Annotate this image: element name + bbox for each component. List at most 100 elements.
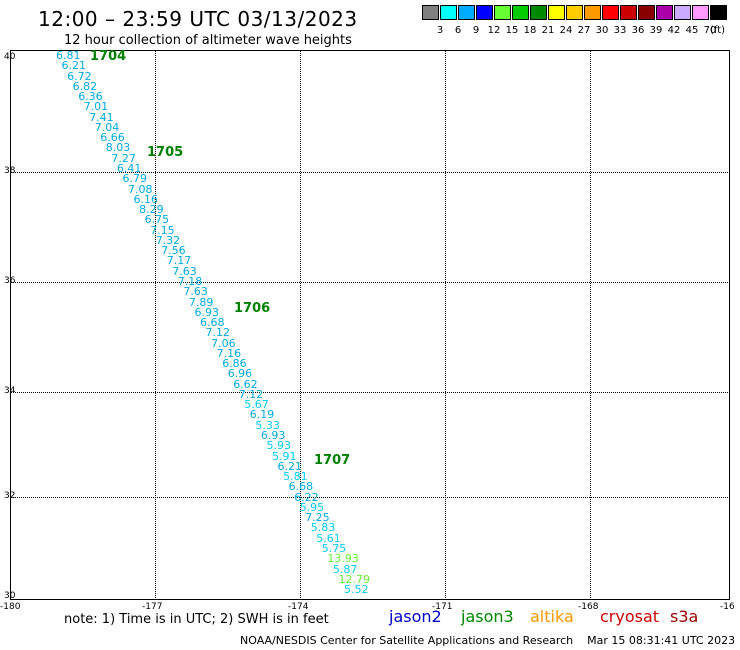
wave-height-reading: 7.17 <box>166 254 192 268</box>
lon-label: -168 <box>578 602 599 612</box>
wave-height-reading: 5.67 <box>244 398 269 412</box>
scale-swatch <box>530 5 547 20</box>
scale-label: 42 <box>667 25 681 36</box>
wave-height-reading: 7.12 <box>238 387 264 401</box>
map-frame <box>10 50 730 600</box>
wave-height-reading: 5.61 <box>316 531 341 545</box>
wave-height-reading: 5.83 <box>310 521 336 535</box>
wave-height-reading: 6.41 <box>116 162 142 175</box>
scale-label: 27 <box>577 25 591 36</box>
scale-label: 9 <box>472 25 480 36</box>
wave-height-reading: 7.04 <box>94 120 120 134</box>
lat-label: 38 <box>4 166 16 176</box>
wave-height-reading: 6.68 <box>288 480 314 494</box>
lon-label: -177 <box>142 602 163 612</box>
scale-label: 36 <box>631 25 645 36</box>
wave-height-reading: 7.06 <box>211 336 236 350</box>
scale-label: 24 <box>559 25 573 36</box>
wave-height-reading: 8.03 <box>105 141 131 155</box>
wave-height-reading: 7.08 <box>128 182 153 196</box>
gridline-lat-36 <box>10 282 730 283</box>
scale-label: 15 <box>505 25 519 36</box>
wave-height-reading: 13.93 <box>327 552 359 566</box>
wave-height-reading: 6.79 <box>122 172 148 186</box>
scale-label: 18 <box>523 25 537 36</box>
lat-label: 34 <box>4 386 16 396</box>
wave-height-reading: 7.01 <box>83 100 109 114</box>
scale-swatch <box>620 5 637 20</box>
wave-height-reading: 7.18 <box>177 274 203 288</box>
scale-label: 21 <box>541 25 555 36</box>
satellite-s3a: s3a <box>670 607 699 626</box>
scale-swatch <box>458 5 475 20</box>
wave-height-reading: 5.33 <box>255 418 280 432</box>
scale-swatch <box>440 5 457 20</box>
wave-height-reading: 6.86 <box>222 357 247 371</box>
lat-label: 36 <box>4 276 16 286</box>
wave-height-reading: 5.93 <box>266 439 292 453</box>
wave-height-reading: 5.95 <box>299 500 325 514</box>
units-note: note: 1) Time is in UTC; 2) SWH is in fe… <box>64 612 329 627</box>
scale-swatch <box>692 5 709 20</box>
wave-height-reading: 6.19 <box>249 408 275 422</box>
wave-height-reading: 6.96 <box>227 367 253 381</box>
footer-credit: NOAA/NESDIS Center for Satellite Applica… <box>240 634 735 647</box>
gridline-lon-171 <box>445 50 446 600</box>
wave-height-reading: 7.27 <box>111 151 136 165</box>
wave-height-reading: 7.32 <box>155 233 181 247</box>
wave-height-reading: 6.72 <box>67 69 92 83</box>
lat-label: 40 <box>4 52 16 62</box>
gridline-lat-38 <box>10 172 730 173</box>
scale-label: 12 <box>487 25 501 36</box>
wave-height-reading: 6.82 <box>72 79 98 93</box>
lon-label: -171 <box>432 602 453 612</box>
scale-swatch <box>476 5 493 20</box>
generated-timestamp: Mar 15 08:31:41 UTC 2023 <box>587 634 736 647</box>
scale-unit: (ft) <box>710 25 726 36</box>
scale-swatch <box>674 5 691 20</box>
time-mark-1704: 1704 <box>90 49 127 64</box>
wave-height-reading: 5.52 <box>344 583 369 596</box>
wave-height-reading: 7.16 <box>216 346 242 360</box>
satellite-cryosat: cryosat <box>600 607 660 626</box>
scale-label: 33 <box>613 25 627 36</box>
scale-swatch <box>584 5 601 20</box>
wave-height-reading: 7.89 <box>188 295 214 309</box>
scale-label: 3 <box>436 25 444 36</box>
wave-height-reading: 5.75 <box>321 541 347 555</box>
wave-height-reading: 7.25 <box>305 511 330 525</box>
wave-height-reading: 6.22 <box>294 490 319 504</box>
time-mark-1706: 1706 <box>234 301 271 316</box>
wave-height-reading: 6.21 <box>61 59 87 73</box>
scale-swatch <box>548 5 565 20</box>
wave-height-reading: 6.62 <box>233 377 258 391</box>
scale-swatch <box>710 5 727 20</box>
scale-swatch <box>656 5 673 20</box>
wave-height-reading: 6.81 <box>56 49 81 62</box>
scale-swatch <box>638 5 655 20</box>
scale-swatch <box>566 5 583 20</box>
wave-height-reading: 8.29 <box>139 203 164 216</box>
wave-height-reading: 6.68 <box>200 316 225 329</box>
scale-swatch <box>512 5 529 20</box>
wave-height-reading: 7.41 <box>89 110 114 124</box>
gridline-lon-168 <box>590 50 591 600</box>
lat-label: 32 <box>4 491 16 501</box>
wave-height-reading: 6.93 <box>260 429 286 442</box>
lon-label: -16 <box>720 602 735 612</box>
wave-height-reading: 6.66 <box>100 131 125 145</box>
wave-height-reading: 5.91 <box>272 449 297 463</box>
scale-swatch <box>602 5 619 20</box>
gridline-lon-177 <box>155 50 156 600</box>
gridline-lat-34 <box>10 392 730 393</box>
gridline-lon-174 <box>300 50 301 600</box>
time-mark-1707: 1707 <box>314 453 351 468</box>
wave-height-reading: 7.56 <box>161 244 186 258</box>
wave-height-reading: 6.93 <box>194 305 220 319</box>
wave-height-reading: 5.81 <box>283 470 308 483</box>
wave-height-reading: 7.63 <box>172 264 197 278</box>
satellite-jason3: jason3 <box>461 607 514 626</box>
wave-height-reading: 6.36 <box>78 90 103 104</box>
scale-label: 45 <box>685 25 699 36</box>
lon-label: -174 <box>288 602 309 612</box>
